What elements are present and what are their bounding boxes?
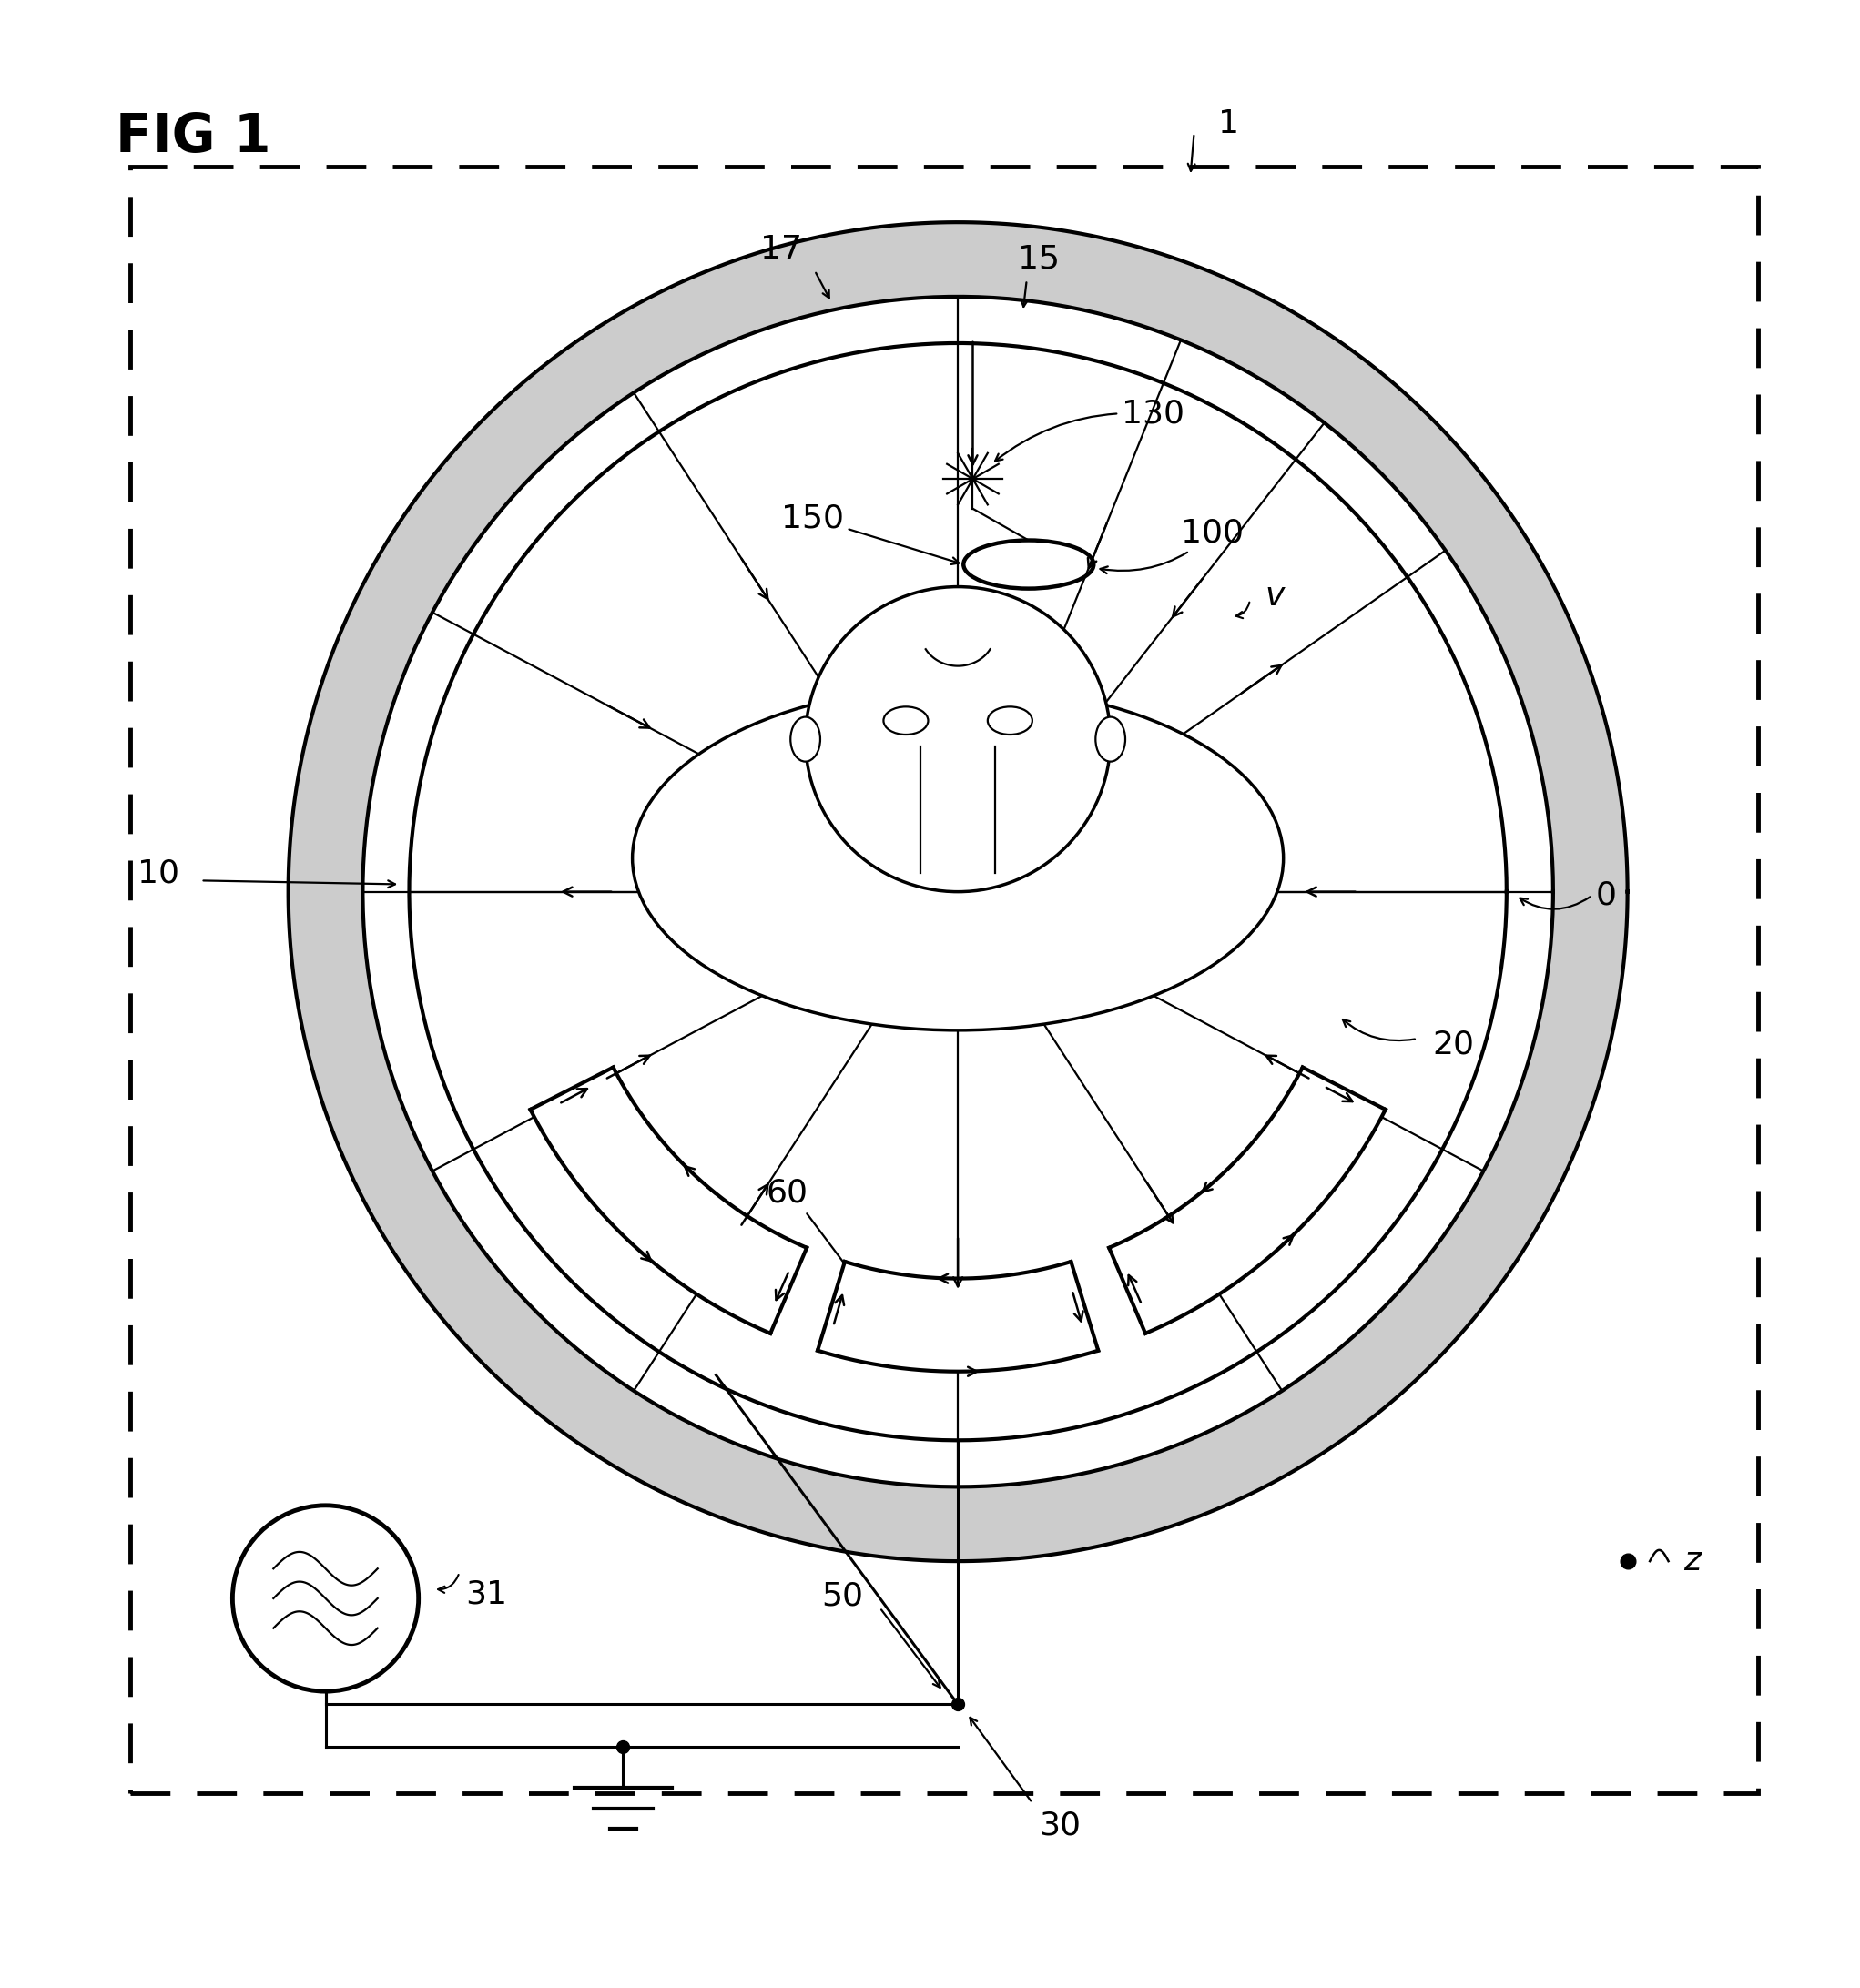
Ellipse shape (632, 686, 1283, 1030)
Text: 0: 0 (1596, 881, 1616, 911)
Polygon shape (1109, 1068, 1386, 1334)
Text: 17: 17 (761, 235, 802, 264)
Text: 31: 31 (465, 1578, 508, 1610)
Text: 50: 50 (822, 1580, 863, 1612)
Ellipse shape (790, 718, 820, 761)
Text: z: z (1683, 1547, 1700, 1576)
Ellipse shape (988, 706, 1032, 736)
Polygon shape (530, 1068, 807, 1334)
Text: 1: 1 (1218, 107, 1239, 139)
Text: 15: 15 (1017, 243, 1060, 274)
Polygon shape (818, 1262, 1097, 1372)
Circle shape (805, 586, 1110, 893)
Text: 10: 10 (138, 857, 179, 889)
Text: 60: 60 (766, 1177, 807, 1209)
Text: 30: 30 (1040, 1809, 1081, 1841)
Ellipse shape (1096, 718, 1125, 761)
Polygon shape (288, 223, 1628, 1561)
Text: FIG 1: FIG 1 (115, 111, 270, 163)
Text: 150: 150 (781, 503, 960, 565)
Ellipse shape (883, 706, 928, 736)
Ellipse shape (232, 1505, 418, 1692)
Text: 100: 100 (1101, 517, 1244, 573)
Text: 20: 20 (1432, 1028, 1475, 1060)
Text: v: v (1265, 580, 1283, 612)
Text: 130: 130 (995, 398, 1185, 461)
